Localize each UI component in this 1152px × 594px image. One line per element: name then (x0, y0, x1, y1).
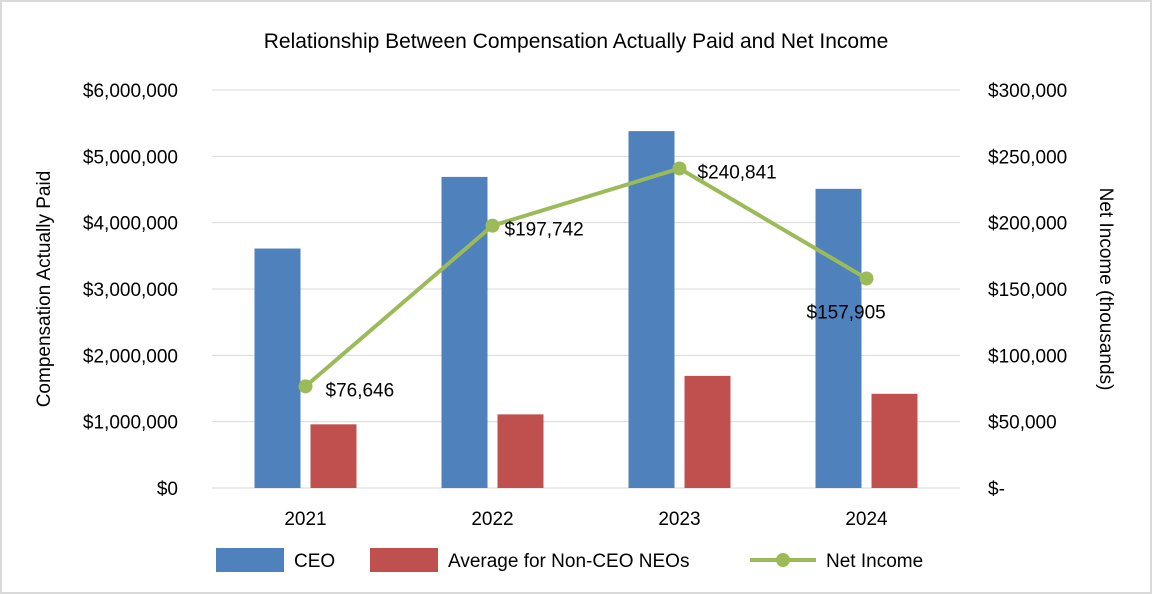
y2-tick-label: $300,000 (988, 81, 1067, 102)
bar-ceo-2024 (815, 188, 862, 488)
net-income-data-label: $157,905 (807, 303, 886, 324)
right-axis-ticks: $- $50,000 $100,000 $150,000 $200,000 $250,00… (988, 81, 1067, 500)
net-income-polyline (304, 166, 868, 388)
y-tick-label: $0 (157, 479, 178, 500)
bar-ceo-2023 (628, 131, 675, 489)
legend-label-non-ceo: Average for Non-CEO NEOs (448, 551, 689, 572)
bar-ceo-2021 (254, 248, 301, 488)
y2-axis-label: Net Income (thousands) (1095, 188, 1116, 391)
bar-ceo-2022 (441, 176, 488, 488)
y-tick-label: $4,000,000 (83, 214, 178, 235)
y-tick-label: $3,000,000 (83, 280, 178, 301)
y-tick-label: $6,000,000 (83, 81, 178, 102)
x-tick-label: 2022 (471, 509, 513, 530)
net-income-data-label: $240,841 (698, 162, 777, 183)
bars (254, 131, 918, 489)
x-axis-ticks: 2021 2022 2023 2024 (284, 509, 888, 530)
y2-tick-label: $- (988, 479, 1005, 500)
legend-swatch-ceo (216, 548, 284, 572)
x-tick-label: 2024 (845, 509, 888, 530)
net-income-data-label: $197,742 (505, 220, 584, 241)
net-income-point-2024 (859, 271, 874, 286)
y-axis-label: Compensation Actually Paid (34, 171, 55, 408)
left-axis-ticks: $0 $1,000,000 $2,000,000 $3,000,000 $4,000,0… (83, 81, 178, 500)
bar-average-for-non-ceo-neos-2021 (310, 424, 357, 488)
legend-label-net-income: Net Income (826, 551, 923, 572)
net-income-data-label: $76,646 (326, 380, 395, 401)
x-tick-label: 2023 (658, 509, 700, 530)
y2-tick-label: $250,000 (988, 147, 1067, 168)
y-tick-label: $5,000,000 (83, 147, 178, 168)
legend-swatch-non-ceo (370, 548, 438, 572)
y2-tick-label: $50,000 (988, 413, 1057, 434)
chart-title: Relationship Between Compensation Actual… (264, 30, 889, 53)
net-income-point-2023 (672, 161, 687, 176)
legend: CEO Average for Non-CEO NEOs Net Income (216, 548, 923, 572)
y-tick-label: $2,000,000 (83, 346, 178, 367)
legend-label-ceo: CEO (294, 551, 335, 572)
y2-tick-label: $200,000 (988, 214, 1067, 235)
net-income-line: $76,646 $197,742 $240,841 $157,905 (298, 161, 886, 401)
bar-average-for-non-ceo-neos-2024 (871, 393, 918, 488)
y-tick-label: $1,000,000 (83, 413, 178, 434)
bar-average-for-non-ceo-neos-2022 (497, 414, 544, 488)
bar-average-for-non-ceo-neos-2023 (684, 375, 731, 488)
net-income-point-2021 (298, 379, 313, 394)
legend-swatch-marker (776, 553, 790, 567)
net-income-point-2022 (485, 218, 500, 233)
y2-tick-label: $100,000 (988, 346, 1067, 367)
x-tick-label: 2021 (284, 509, 326, 530)
y2-tick-label: $150,000 (988, 280, 1067, 301)
